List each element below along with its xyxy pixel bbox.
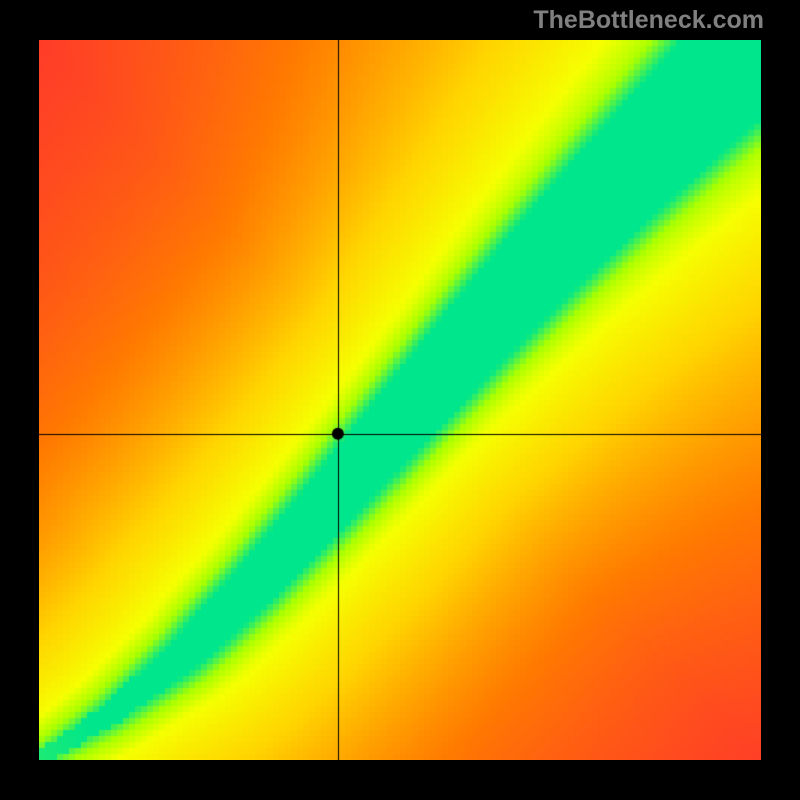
watermark-label: TheBottleneck.com xyxy=(533,6,764,35)
bottleneck-heatmap xyxy=(39,40,761,760)
